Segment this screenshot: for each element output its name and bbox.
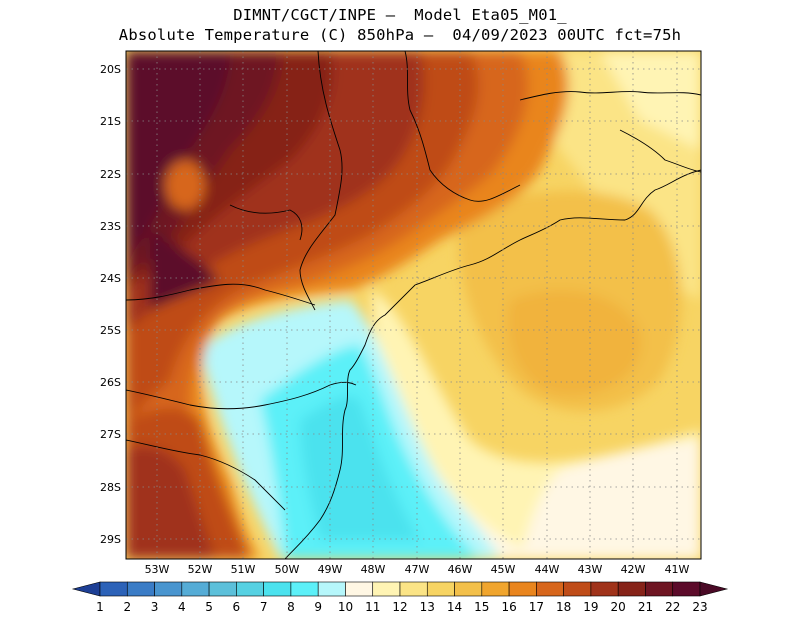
colorbar-bin xyxy=(563,581,592,597)
colorbar-bin xyxy=(126,581,155,597)
chart-title-line1: DIMNT/CGCT/INPE – Model Eta05_M01_ xyxy=(233,6,567,24)
lon-label: 43W xyxy=(578,563,603,576)
colorbar-bin xyxy=(154,581,183,597)
colorbar-label: 15 xyxy=(474,600,489,614)
colorbar: 1 2 3 4 5 6 7 8 9 10 11 12 13 14 15 16 17 18 19 20 21 22 23 xyxy=(71,581,729,614)
colorbar-label: 21 xyxy=(638,600,653,614)
colorbar-label: 22 xyxy=(665,600,680,614)
colorbar-bin xyxy=(426,581,455,597)
lat-label: 26S xyxy=(100,376,121,389)
lat-label: 20S xyxy=(100,63,121,76)
lat-label: 25S xyxy=(100,324,121,337)
lat-label: 28S xyxy=(100,481,121,494)
colorbar-bin xyxy=(99,581,128,597)
lon-label: 44W xyxy=(535,563,560,576)
lon-label: 45W xyxy=(491,563,516,576)
lat-label: 23S xyxy=(100,220,121,233)
map-grid xyxy=(126,51,701,559)
colorbar-label: 14 xyxy=(447,600,462,614)
colorbar-label: 16 xyxy=(501,600,516,614)
lat-label: 21S xyxy=(100,115,121,128)
lon-label: 49W xyxy=(318,563,343,576)
colorbar-label: 2 xyxy=(123,600,131,614)
colorbar-label: 10 xyxy=(338,600,353,614)
colorbar-bin xyxy=(208,581,237,597)
colorbar-label: 8 xyxy=(287,600,295,614)
lon-label: 47W xyxy=(405,563,430,576)
colorbar-bin xyxy=(508,581,537,597)
colorbar-label: 4 xyxy=(178,600,186,614)
lon-label: 53W xyxy=(145,563,170,576)
colorbar-label: 1 xyxy=(96,600,104,614)
chart-title-line2: Absolute Temperature (C) 850hPa – 04/09/… xyxy=(118,26,682,44)
colorbar-bin xyxy=(481,581,510,597)
coastline-borders xyxy=(126,51,701,559)
lat-label: 27S xyxy=(100,428,121,441)
colorbar-bin xyxy=(263,581,292,597)
lat-label: 24S xyxy=(100,272,121,285)
colorbar-bin xyxy=(372,581,401,597)
lat-labels: 20S 21S 22S 23S 24S 25S 26S 27S 28S 29S xyxy=(100,63,121,546)
lon-label: 42W xyxy=(621,563,646,576)
colorbar-label: 13 xyxy=(420,600,435,614)
colorbar-label: 18 xyxy=(556,600,571,614)
lon-labels: 53W 52W 51W 50W 49W 48W 47W 46W 45W 44W … xyxy=(145,563,690,576)
colorbar-bin xyxy=(181,581,210,597)
colorbar-bin xyxy=(399,581,428,597)
colorbar-arrow-low xyxy=(71,581,101,597)
colorbar-bin xyxy=(645,581,674,597)
colorbar-label: 5 xyxy=(205,600,213,614)
colorbar-label: 23 xyxy=(692,600,707,614)
colorbar-label: 7 xyxy=(260,600,268,614)
colorbar-bin xyxy=(672,581,701,597)
colorbar-bin xyxy=(454,581,483,597)
lon-label: 52W xyxy=(188,563,213,576)
lon-label: 50W xyxy=(275,563,300,576)
lon-label: 41W xyxy=(665,563,690,576)
lat-label: 29S xyxy=(100,533,121,546)
colorbar-label: 19 xyxy=(583,600,598,614)
temperature-field xyxy=(126,51,701,559)
map-frame xyxy=(125,50,702,560)
lon-label: 51W xyxy=(231,563,256,576)
colorbar-arrow-high xyxy=(699,581,729,597)
colorbar-label: 3 xyxy=(151,600,159,614)
colorbar-label: 20 xyxy=(611,600,626,614)
colorbar-label: 11 xyxy=(365,600,380,614)
colorbar-label: 17 xyxy=(529,600,544,614)
lon-label: 48W xyxy=(361,563,386,576)
colorbar-label: 12 xyxy=(392,600,407,614)
lat-label: 22S xyxy=(100,168,121,181)
colorbar-bin xyxy=(345,581,374,597)
colorbar-bin xyxy=(290,581,319,597)
colorbar-bin xyxy=(590,581,619,597)
colorbar-bin xyxy=(236,581,264,597)
colorbar-label: 9 xyxy=(314,600,322,614)
colorbar-label: 6 xyxy=(233,600,241,614)
colorbar-bin xyxy=(317,581,346,597)
colorbar-bin xyxy=(536,581,564,597)
lon-label: 46W xyxy=(448,563,473,576)
colorbar-bin xyxy=(617,581,646,597)
